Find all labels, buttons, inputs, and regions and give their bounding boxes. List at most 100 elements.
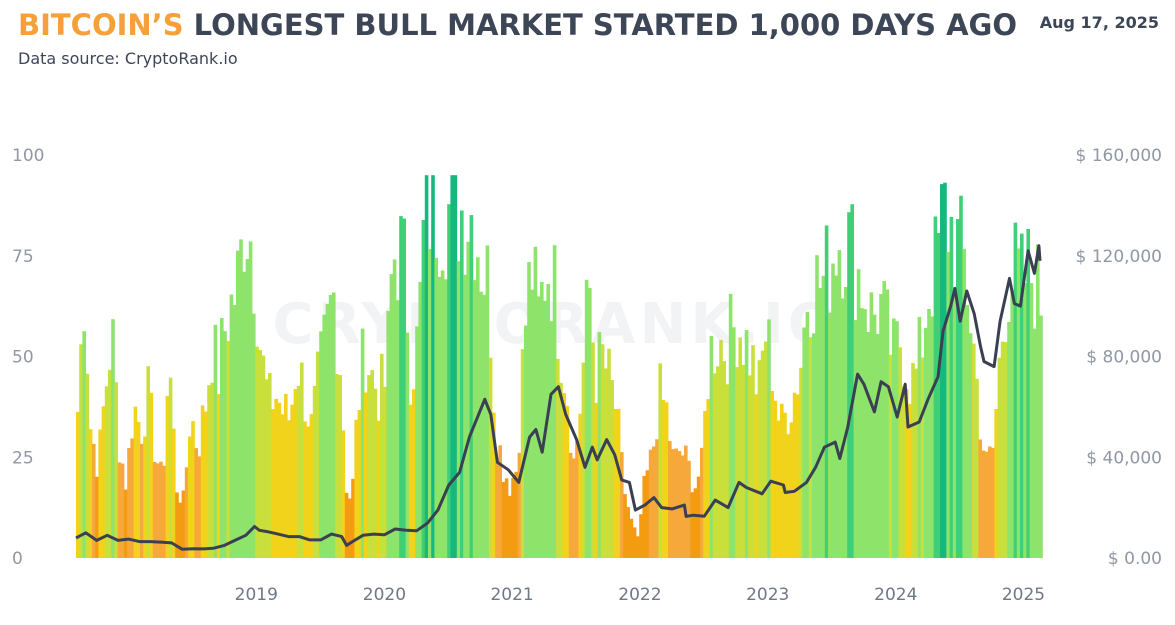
index-bar	[370, 369, 374, 558]
index-bar	[568, 452, 573, 558]
index-bar	[645, 470, 650, 558]
index-bar	[700, 447, 704, 558]
index-bar	[111, 319, 115, 558]
index-bar	[744, 330, 749, 558]
index-bar	[885, 289, 890, 558]
index-bar	[767, 319, 771, 558]
index-bar	[623, 494, 627, 558]
index-bar	[815, 255, 819, 558]
index-bar	[892, 318, 896, 558]
index-bar	[719, 339, 723, 558]
price-line	[75, 244, 1042, 551]
index-bar	[959, 195, 963, 558]
index-bar	[895, 321, 899, 558]
index-bar	[757, 360, 762, 558]
index-bar	[88, 429, 93, 558]
index-bar	[98, 429, 102, 558]
index-bar	[652, 446, 656, 558]
index-bar	[639, 514, 643, 558]
index-bar	[741, 364, 746, 558]
index-bar	[415, 326, 419, 558]
index-bar	[344, 492, 349, 558]
index-bar	[997, 357, 1002, 558]
index-bar	[732, 327, 736, 558]
index-bar	[908, 403, 912, 558]
index-bar	[309, 414, 314, 558]
index-bar	[261, 355, 266, 558]
left-tick-label: 50	[12, 348, 34, 368]
index-bar	[501, 482, 506, 558]
index-bar	[1013, 222, 1018, 558]
index-bar	[927, 309, 931, 558]
index-bar	[693, 488, 698, 558]
index-bar	[716, 366, 720, 558]
index-bar	[853, 320, 858, 558]
index-bar	[252, 313, 256, 558]
index-bar	[242, 271, 246, 558]
index-bar	[552, 245, 557, 558]
index-bar	[495, 461, 499, 558]
x-tick-label: 2019	[235, 585, 278, 605]
index-bar	[152, 461, 157, 558]
index-bar	[968, 333, 973, 558]
index-bar	[709, 335, 714, 558]
index-bar	[440, 270, 445, 558]
index-bar	[498, 445, 502, 558]
index-bar	[844, 287, 848, 558]
index-bar	[95, 476, 99, 558]
x-tick-label: 2024	[874, 585, 917, 605]
index-bar	[156, 463, 160, 558]
index-bar	[434, 257, 438, 558]
index-bar	[572, 458, 576, 558]
left-axis: 100 75 50 25 0	[12, 146, 44, 569]
index-bar	[108, 369, 112, 558]
index-bars	[76, 175, 1043, 559]
index-bar	[575, 440, 579, 558]
index-bar	[82, 331, 86, 558]
x-tick-label: 2023	[746, 585, 789, 605]
index-bar	[706, 399, 710, 558]
index-bar	[287, 420, 291, 558]
index-bar	[917, 317, 922, 558]
index-bar	[229, 294, 234, 558]
index-bar	[607, 348, 611, 558]
index-bar	[524, 325, 528, 558]
index-bar	[520, 349, 525, 558]
x-tick-label: 2025	[1002, 585, 1045, 605]
index-bar	[847, 212, 851, 558]
right-tick-label: $ 160,000	[1075, 146, 1162, 166]
index-bar	[332, 292, 336, 558]
index-bar	[268, 373, 272, 558]
index-bar	[348, 498, 352, 558]
index-bar	[341, 430, 346, 558]
index-bar	[306, 426, 310, 558]
left-tick-label: 75	[12, 247, 34, 267]
index-bar	[559, 382, 563, 558]
index-bar	[431, 175, 435, 558]
right-tick-label: $ 80,000	[1086, 348, 1162, 368]
index-bar	[764, 341, 768, 558]
index-bar	[460, 210, 464, 558]
index-bar	[754, 394, 758, 558]
index-bar	[424, 175, 429, 558]
index-bar	[207, 385, 211, 558]
index-bar	[626, 507, 630, 558]
index-bar	[488, 357, 493, 558]
index-bar	[786, 434, 790, 558]
index-bar	[914, 368, 918, 558]
index-bar	[453, 175, 458, 558]
index-bar	[805, 311, 810, 558]
index-bar	[530, 289, 534, 558]
index-bar	[671, 449, 675, 558]
index-bar	[194, 448, 198, 558]
index-bar	[130, 438, 134, 558]
index-bar	[882, 281, 886, 558]
index-bar	[447, 204, 451, 558]
index-bar	[437, 276, 442, 558]
index-bar	[751, 345, 755, 558]
index-bar	[239, 239, 243, 558]
index-bar	[124, 489, 128, 558]
x-tick-label: 2020	[363, 585, 406, 605]
index-bar	[860, 308, 864, 558]
index-bar	[876, 333, 880, 558]
